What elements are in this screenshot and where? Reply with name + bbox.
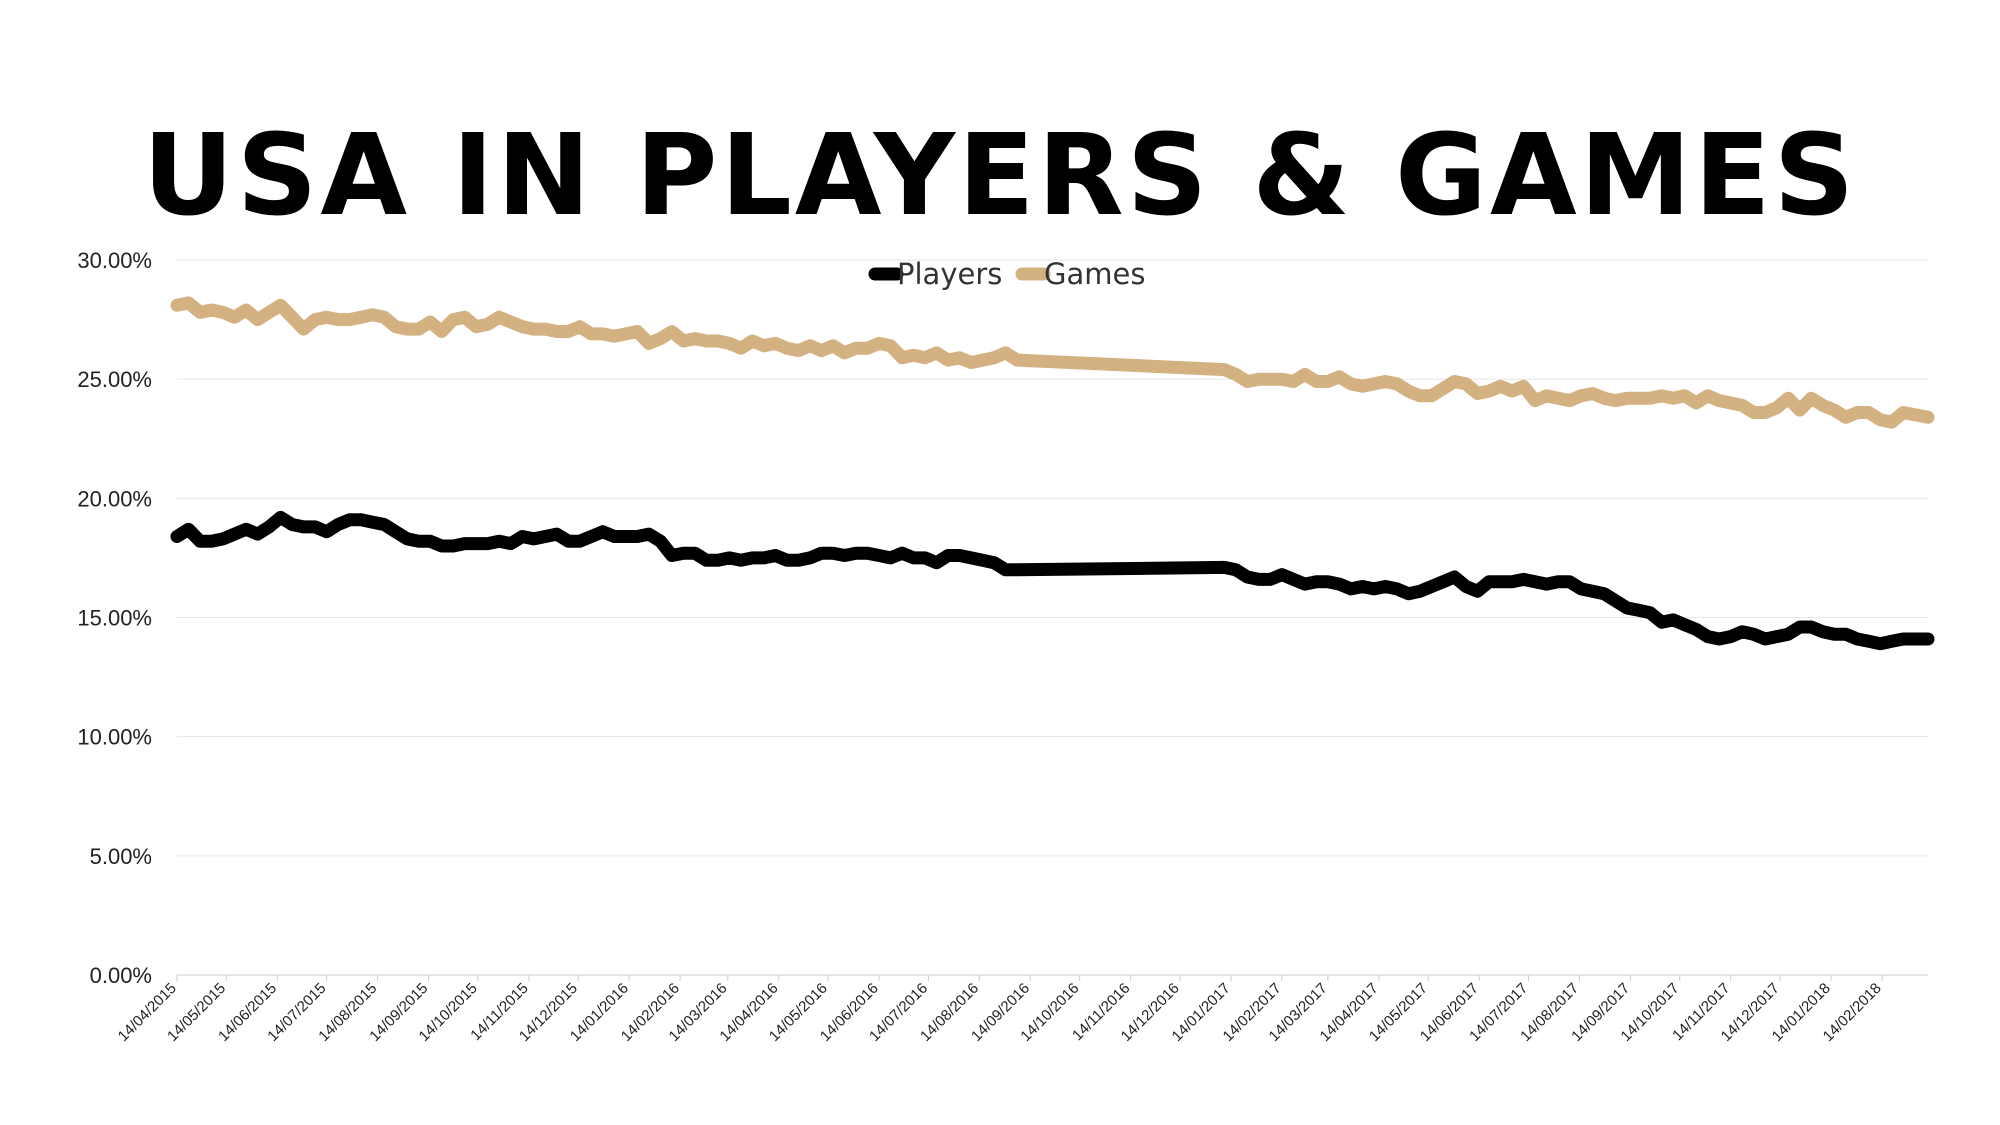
legend[interactable]: Players Games [868, 257, 1145, 291]
y-tick-label: 5.00% [90, 844, 152, 869]
y-axis: 0.00% 5.00% 10.00% 15.00% 20.00% 25.00% 30.00% [77, 248, 152, 988]
series-line-games [170, 296, 1935, 429]
legend-label-games[interactable]: Games [1044, 257, 1145, 291]
legend-label-players[interactable]: Players [897, 257, 1002, 291]
y-tick-label: 0.00% [90, 963, 152, 988]
series-line-players [170, 510, 1935, 651]
y-tick-label: 15.00% [77, 606, 152, 631]
y-tick-label: 10.00% [77, 725, 152, 750]
y-tick-label: 25.00% [77, 367, 152, 392]
y-tick-label: 30.00% [77, 248, 152, 273]
gridlines [177, 259, 1928, 976]
chart-title: USA IN PLAYERS & GAMES [142, 111, 1858, 241]
x-axis: 14/04/201514/05/201514/06/201514/07/2015… [115, 975, 1885, 1045]
series-lines [170, 296, 1935, 651]
y-tick-label: 20.00% [77, 486, 152, 511]
